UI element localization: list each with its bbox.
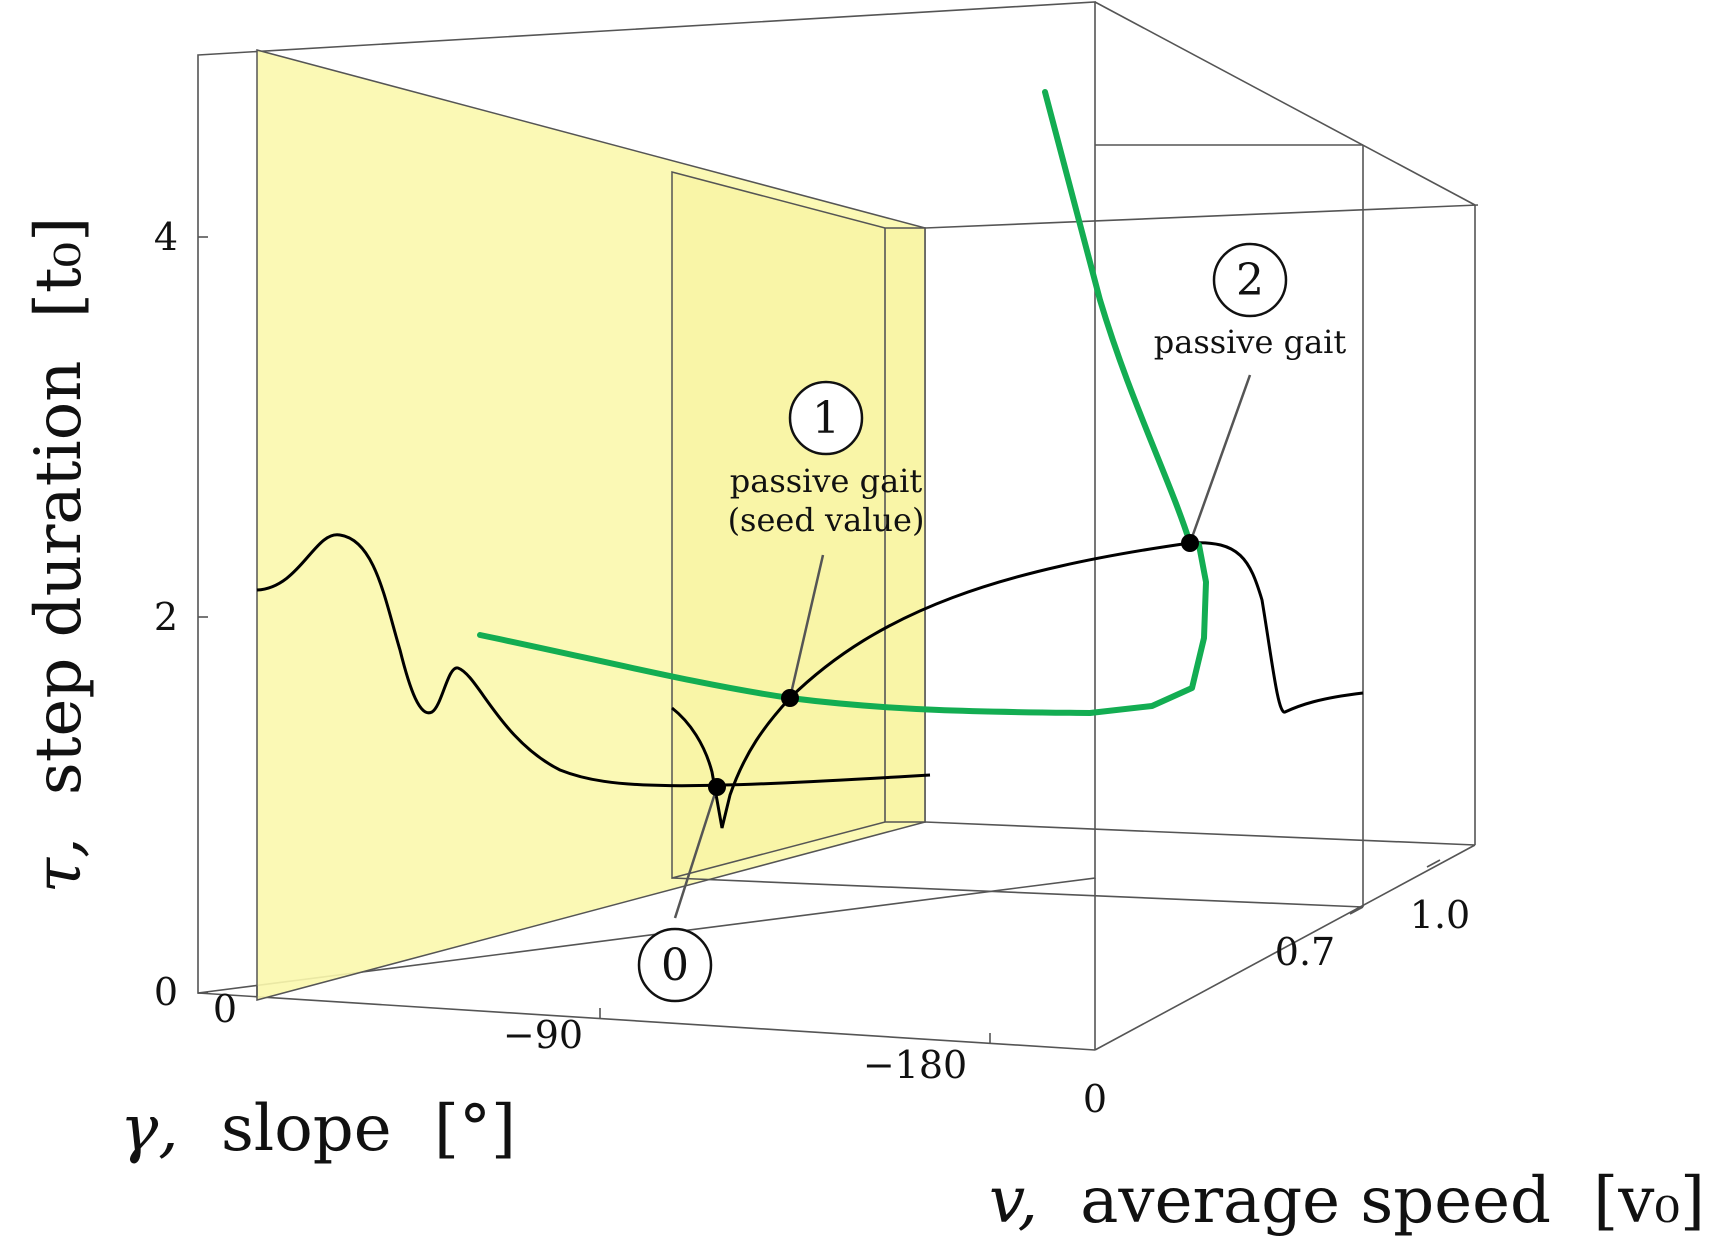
v-axis: 0 0.7 1.0 v, average speed [v₀] bbox=[989, 859, 1705, 1238]
black-curve-left-wave bbox=[256, 533, 931, 788]
v-tick-label-07: 0.7 bbox=[1275, 930, 1335, 974]
v-axis-label: average speed bbox=[1080, 1164, 1551, 1238]
marker-dot-0 bbox=[708, 778, 726, 796]
gamma-tick-label-90: −90 bbox=[503, 1013, 583, 1057]
tau-axis-label: step duration bbox=[22, 360, 96, 795]
marker-0: 0 bbox=[637, 927, 713, 1003]
gamma-axis-label: slope bbox=[221, 1092, 392, 1166]
v-tick-mark-10 bbox=[1426, 859, 1441, 868]
v-tick-mark-07 bbox=[1349, 906, 1364, 915]
gamma-axis-unit: [°] bbox=[434, 1092, 516, 1166]
marker-circle-0 bbox=[637, 927, 713, 1003]
leader-marker-1 bbox=[788, 554, 825, 699]
tau-axis-unit: [t₀] bbox=[22, 217, 96, 318]
marker-number-1: 1 bbox=[812, 393, 840, 444]
v-axis-title: v, average speed [v₀] bbox=[989, 1164, 1705, 1238]
tau-axis: 0 2 4 τ, step duration [t₀] bbox=[22, 215, 208, 1014]
tau-axis-symbol: τ, bbox=[22, 837, 96, 893]
leader-marker-0 bbox=[673, 786, 719, 919]
marker-caption-2-line-1: passive gait bbox=[1154, 323, 1347, 361]
tau-axis-title-text: τ, step duration [t₀] bbox=[22, 217, 96, 893]
leader-lines bbox=[673, 374, 1252, 919]
marker-caption-1-line-2: (seed value) bbox=[728, 501, 925, 539]
gamma-axis-title: γ, slope [°] bbox=[120, 1092, 516, 1166]
plane-edge-bottom bbox=[924, 821, 1476, 846]
gamma-tick-label-0: 0 bbox=[213, 987, 237, 1031]
black-curves bbox=[256, 533, 1364, 829]
marker-2: 2 passive gait bbox=[1154, 242, 1347, 361]
black-curve-cusp bbox=[671, 541, 1364, 829]
tau-tick-label-0: 0 bbox=[154, 970, 178, 1014]
plot-box bbox=[197, 1, 1476, 1051]
marker-circle-1 bbox=[788, 380, 864, 456]
v-axis-symbol: v, bbox=[989, 1164, 1038, 1238]
v-tick-label-10: 1.0 bbox=[1410, 893, 1470, 937]
marker-number-2: 2 bbox=[1236, 255, 1264, 306]
highlight-planes bbox=[256, 49, 1479, 1001]
box-edge-top bbox=[1094, 1, 1476, 206]
tau-tick-label-4: 4 bbox=[154, 215, 178, 259]
marker-number-0: 0 bbox=[661, 940, 689, 991]
box-edge-bottom-right bbox=[1094, 844, 1476, 1051]
box-edge-front-bottom bbox=[197, 992, 1096, 1051]
marker-dot-2 bbox=[1181, 534, 1199, 552]
green-curves bbox=[477, 89, 1209, 716]
v-axis-unit: [v₀] bbox=[1593, 1164, 1705, 1238]
marker-circle-2 bbox=[1212, 242, 1288, 318]
plane-edge-top bbox=[924, 204, 1479, 229]
gamma-axis: 0 −90 −180 γ, slope [°] bbox=[120, 986, 991, 1166]
tau-tick-label-2: 2 bbox=[154, 595, 178, 639]
marker-dots bbox=[708, 534, 1199, 796]
tau-axis-title: τ, step duration [t₀] bbox=[22, 217, 96, 893]
green-curve-vertical bbox=[1042, 89, 1193, 546]
plane-edge-back bbox=[671, 877, 1364, 908]
green-curve-horizontal bbox=[477, 540, 1209, 716]
gamma-tick-label-180: −180 bbox=[863, 1043, 967, 1087]
marker-1: 1 passive gait (seed value) bbox=[728, 380, 925, 539]
gamma-axis-symbol: γ, bbox=[120, 1092, 179, 1166]
marker-dot-1 bbox=[781, 689, 799, 707]
leader-marker-2 bbox=[1188, 374, 1252, 544]
marker-caption-1-line-1: passive gait bbox=[730, 462, 923, 500]
v-tick-label-0: 0 bbox=[1083, 1077, 1107, 1121]
